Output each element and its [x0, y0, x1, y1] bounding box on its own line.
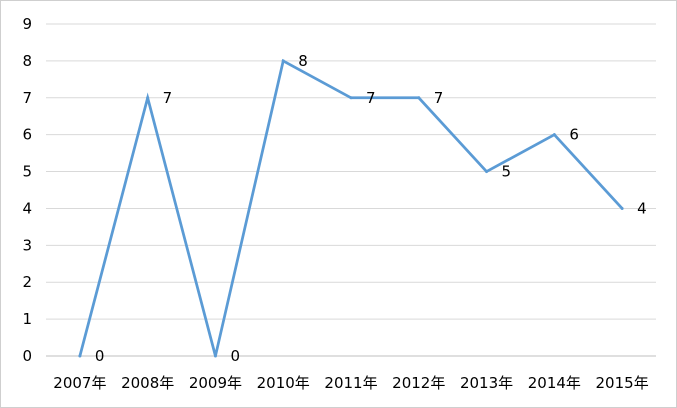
- gridlines: [46, 23, 656, 357]
- data-label: 6: [569, 126, 579, 144]
- x-tick-label: 2007年: [53, 374, 106, 392]
- data-label: 4: [637, 199, 647, 217]
- data-point: [417, 96, 421, 100]
- data-point: [78, 354, 82, 358]
- y-tick-label: 0: [22, 347, 32, 365]
- data-label: 8: [298, 52, 308, 70]
- x-tick-label: 2014年: [528, 374, 581, 392]
- data-label: 5: [502, 163, 512, 181]
- y-tick-label: 4: [22, 199, 32, 217]
- data-point: [146, 96, 150, 100]
- data-label: 7: [163, 89, 173, 107]
- x-tick-label: 2010年: [257, 374, 310, 392]
- x-tick-label: 2013年: [460, 374, 513, 392]
- y-tick-label: 6: [22, 126, 32, 144]
- y-tick-label: 3: [22, 236, 32, 254]
- data-label: 0: [230, 347, 240, 365]
- y-tick-label: 1: [22, 310, 32, 328]
- data-points: [78, 59, 624, 358]
- x-axis-ticks: 2007年 2008年 2009年 2010年 2011年 2012年 2013年 2014年…: [53, 374, 648, 392]
- x-tick-label: 2009年: [189, 374, 242, 392]
- y-axis-ticks: 0 1 2 3 4 5 6 7 8 9: [22, 15, 32, 365]
- data-label: 7: [366, 89, 376, 107]
- x-tick-label: 2011年: [324, 374, 377, 392]
- x-tick-label: 2008年: [121, 374, 174, 392]
- data-point: [485, 170, 489, 174]
- data-label: 0: [95, 347, 105, 365]
- x-tick-label: 2015年: [596, 374, 649, 392]
- data-labels: 0 7 0 8 7 7 5 6 4: [95, 52, 647, 365]
- y-tick-label: 5: [22, 163, 32, 181]
- y-tick-label: 9: [22, 15, 32, 33]
- data-point: [552, 133, 556, 137]
- data-point: [213, 354, 217, 358]
- y-tick-label: 2: [22, 273, 32, 291]
- data-point: [281, 59, 285, 63]
- y-tick-label: 7: [22, 89, 32, 107]
- data-label: 7: [434, 89, 444, 107]
- x-tick-label: 2012年: [392, 374, 445, 392]
- data-point: [349, 96, 353, 100]
- data-point: [620, 206, 624, 210]
- y-tick-label: 8: [22, 52, 32, 70]
